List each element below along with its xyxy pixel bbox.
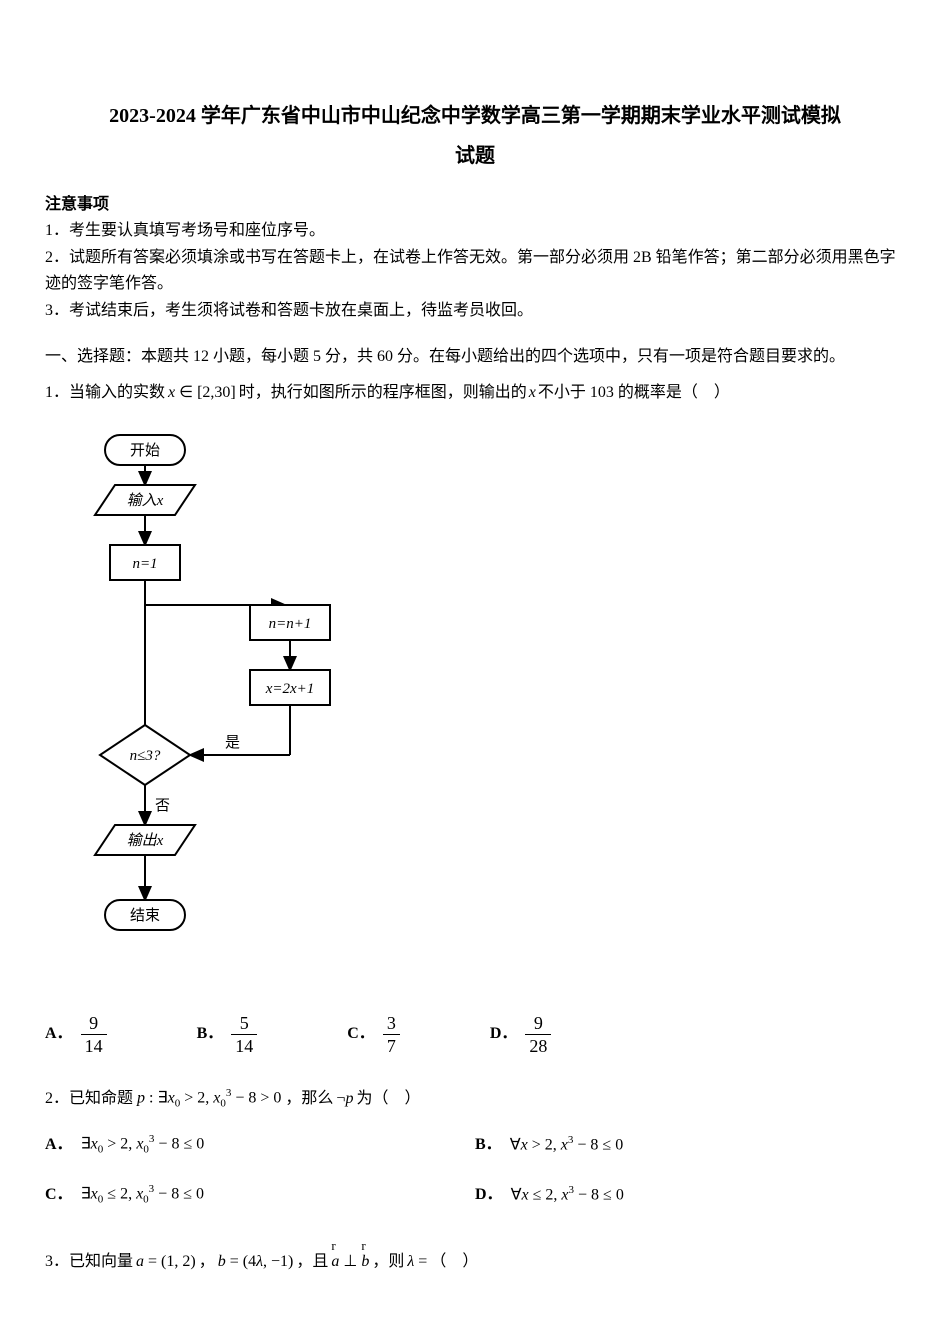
q1-d-num: 9 [530,1014,547,1034]
page-title: 2023-2024 学年广东省中山市中山纪念中学数学高三第一学期期末学业水平测试… [45,100,905,132]
q2-d-expr: ∀x ≤ 2, x3 − 8 ≤ 0 [511,1182,624,1208]
q2-label-b: B． [475,1132,502,1158]
q1-b-num: 5 [236,1014,253,1034]
q2-label-d: D． [475,1182,503,1208]
q3-text-end: （ ） [430,1249,478,1275]
q3-comma1: ， [199,1249,215,1275]
q2-option-d: D． ∀x ≤ 2, x3 − 8 ≤ 0 [475,1181,905,1209]
option-label-b: B． [197,1021,224,1047]
q1-number: 1． [45,380,69,406]
q1-var-x: x [529,380,536,406]
flow-input: 输入x [127,492,164,509]
flowchart: 开始 输入x n=1 n=n+1 x=2x+1 是 n≤3? [65,425,905,994]
flow-inc: n=n+1 [269,616,312,632]
q2-number: 2． [45,1086,69,1112]
option-label-c: C． [347,1021,375,1047]
q2-option-b: B． ∀x > 2, x3 − 8 ≤ 0 [475,1131,905,1159]
q3-text-mid2: ，则 [372,1249,404,1275]
flow-end: 结束 [130,907,160,924]
q1-text-end: 不小于 103 的概率是（ ） [538,380,730,406]
flow-no: 否 [155,798,170,814]
q2-option-c: C． ∃x0 ≤ 2, x03 − 8 ≤ 0 [45,1181,475,1209]
q1-b-den: 14 [231,1034,257,1055]
option-label-a: A． [45,1021,73,1047]
flow-start: 开始 [130,442,160,459]
question-2: 2． 已知命题 p : ∃x0 > 2, x03 − 8 > 0 ，那么 ¬p … [45,1085,905,1231]
q2-text-mid: ，那么 [285,1086,333,1112]
flow-yes: 是 [225,735,240,751]
q1-options: A． 9 14 B． 5 14 C． 3 7 D． 9 28 [45,1014,905,1055]
option-label-d: D． [490,1021,518,1047]
q2-a-expr: ∃x0 > 2, x03 − 8 ≤ 0 [81,1131,205,1159]
q3-text-before: 已知向量 [69,1249,133,1275]
q2-c-expr: ∃x0 ≤ 2, x03 − 8 ≤ 0 [81,1181,204,1209]
q2-neg-p: ¬p [336,1086,353,1112]
q2-label-a: A． [45,1132,73,1158]
q1-option-b: B． 5 14 [197,1014,258,1055]
flow-output: 输出x [127,832,164,849]
flow-init: n=1 [132,556,157,572]
q1-a-den: 14 [81,1034,107,1055]
q3-lambda: λ = [407,1249,427,1275]
q1-c-den: 7 [383,1034,400,1055]
q2-option-a: A． ∃x0 > 2, x03 − 8 ≤ 0 [45,1131,475,1159]
q1-c-num: 3 [383,1014,400,1034]
question-1: 1． 当输入的实数 x ∈ [2,30] 时，执行如图所示的程序框图，则输出的 … [45,380,905,1055]
q1-text-before: 当输入的实数 [69,380,165,406]
q3-b-expr: b = (4λ, −1) [218,1249,294,1275]
q2-b-expr: ∀x > 2, x3 − 8 ≤ 0 [510,1132,624,1158]
q1-option-a: A． 9 14 [45,1014,107,1055]
q1-d-den: 28 [525,1034,551,1055]
q3-a-expr: a = (1, 2) [136,1249,196,1275]
q1-option-c: C． 3 7 [347,1014,400,1055]
q3-number: 3． [45,1249,69,1275]
notice-header: 注意事项 [45,192,905,218]
section-heading: 一、选择题：本题共 12 小题，每小题 5 分，共 60 分。在每小题给出的四个… [45,344,905,370]
q1-range-expr: x ∈ [2,30] [168,380,236,406]
notice-item-1: 1．考生要认真填写考场号和座位序号。 [45,218,905,244]
q2-text-end: 为（ ） [356,1086,420,1112]
flow-assign: x=2x+1 [265,681,315,697]
q3-perp: ra ⊥ rb [331,1249,369,1275]
flowchart-svg: 开始 输入x n=1 n=n+1 x=2x+1 是 n≤3? [65,425,385,985]
question-3: 3． 已知向量 a = (1, 2) ， b = (4λ, −1) ，且 ra … [45,1249,905,1275]
q2-options: A． ∃x0 > 2, x03 − 8 ≤ 0 B． ∀x > 2, x3 − … [45,1131,905,1231]
notice-item-2: 2．试题所有答案必须填涂或书写在答题卡上，在试卷上作答无效。第一部分必须用 2B… [45,245,905,296]
q2-text-before: 已知命题 [69,1086,133,1112]
notice-item-3: 3．考试结束后，考生须将试卷和答题卡放在桌面上，待监考员收回。 [45,298,905,324]
page-subtitle: 试题 [45,140,905,172]
q1-a-num: 9 [85,1014,102,1034]
q2-p-expr: p : ∃x0 > 2, x03 − 8 > 0 [137,1085,281,1113]
flow-cond: n≤3? [130,748,161,764]
q1-text-after: 时，执行如图所示的程序框图，则输出的 [239,380,527,406]
q3-text-mid1: ，且 [296,1249,328,1275]
q1-option-d: D． 9 28 [490,1014,552,1055]
q2-label-c: C． [45,1182,73,1208]
